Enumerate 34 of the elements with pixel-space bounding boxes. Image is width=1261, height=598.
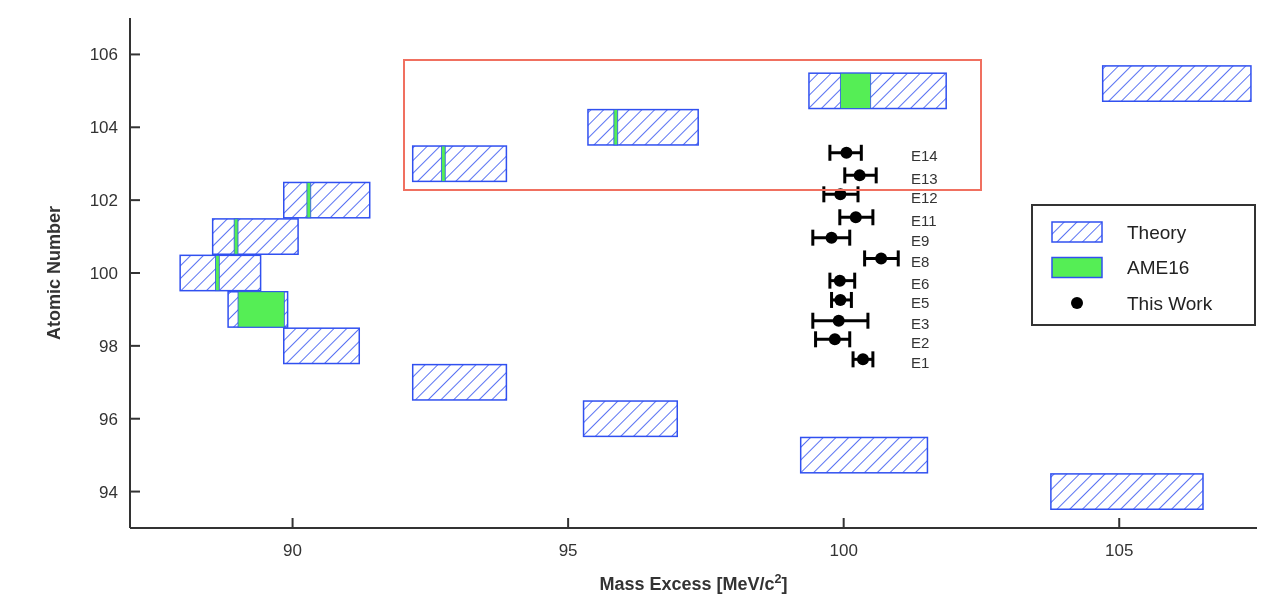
y-tick-label: 94 (99, 482, 118, 502)
bar (582, 400, 678, 438)
y-tick-label: 104 (89, 118, 118, 138)
legend-label: AME16 (1127, 257, 1190, 279)
annotation: E1 (911, 353, 930, 371)
bar (411, 363, 508, 401)
y-tick-label: 96 (99, 409, 118, 429)
y-axis-title: Atomic Number (44, 205, 64, 341)
y-tick-label: 100 (89, 263, 118, 283)
legend-label: This Work (1127, 292, 1213, 314)
x-tick-label: 95 (558, 541, 578, 560)
bar (1101, 65, 1252, 102)
annotation: E11 (911, 211, 937, 229)
y-tick-label: 98 (99, 336, 118, 356)
bar (1050, 473, 1204, 510)
y-tick-label: 106 (89, 45, 118, 65)
annotation: E14 (911, 147, 938, 165)
x-tick-label: 100 (829, 541, 858, 560)
bar (411, 145, 508, 183)
annotation: E3 (911, 314, 930, 332)
y-tick-label: 102 (89, 191, 118, 211)
annotation: E8 (911, 252, 930, 270)
annotation: E5 (911, 294, 930, 312)
annotation: E13 (911, 169, 938, 187)
legend-label: Theory (1127, 221, 1187, 243)
bar (587, 108, 699, 146)
annotation: E9 (911, 231, 930, 249)
bar (799, 436, 929, 474)
x-tick-label: 90 (283, 541, 303, 560)
annotation: E12 (911, 188, 938, 206)
x-tick-label: 105 (1105, 541, 1134, 560)
annotation: E6 (911, 274, 930, 292)
x-axis-title: Mass Excess [MeV/c$^{2}$] (599, 572, 788, 594)
annotation: E2 (911, 333, 930, 351)
